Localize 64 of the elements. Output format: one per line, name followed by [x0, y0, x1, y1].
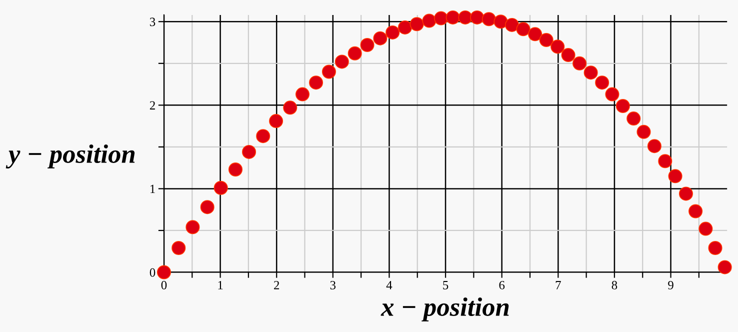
x-tick-label: 8 — [612, 280, 618, 290]
point — [605, 87, 620, 102]
point — [156, 265, 171, 280]
x-tick-label: 7 — [556, 281, 561, 290]
point — [398, 20, 412, 34]
y-tick-label: 0 — [150, 268, 156, 277]
point — [636, 124, 651, 139]
point — [708, 241, 722, 256]
x-tick-label: 3 — [330, 280, 336, 290]
point — [422, 14, 436, 28]
x-tick-label: 6 — [499, 280, 505, 290]
point — [200, 200, 214, 214]
point — [658, 154, 672, 168]
x-tick-label: 1 — [218, 280, 223, 290]
point — [688, 204, 703, 218]
point — [214, 180, 228, 195]
point — [360, 38, 374, 52]
point — [504, 18, 519, 32]
point — [269, 114, 284, 128]
point — [434, 11, 448, 26]
point — [348, 46, 362, 60]
point — [446, 10, 460, 24]
point — [458, 10, 472, 24]
y-tick-label: 3 — [150, 18, 156, 26]
point — [242, 144, 256, 159]
point — [626, 112, 641, 126]
point — [322, 64, 336, 79]
point — [539, 32, 554, 48]
point — [470, 10, 484, 24]
point — [172, 241, 186, 256]
point — [256, 129, 270, 144]
x-tick-label: 4 — [386, 281, 392, 290]
point — [595, 76, 610, 90]
point — [678, 186, 693, 201]
x-tick-label: 2 — [274, 280, 280, 290]
point — [698, 222, 713, 236]
point — [584, 66, 598, 80]
point — [334, 54, 349, 69]
point — [528, 27, 542, 42]
y-tick-label: 2 — [150, 101, 155, 110]
point — [228, 162, 243, 176]
x-axis-title: x − position — [380, 297, 509, 322]
point — [295, 87, 310, 102]
x-tick-label: 5 — [443, 281, 448, 290]
point — [482, 12, 496, 26]
y-axis-title: y − position — [6, 144, 135, 168]
y-tick-label: 1 — [150, 184, 155, 194]
point — [186, 220, 200, 234]
point — [572, 56, 587, 70]
point — [373, 31, 388, 46]
point — [309, 76, 324, 90]
point — [668, 169, 682, 184]
point — [616, 98, 630, 114]
point — [410, 17, 424, 32]
point — [647, 139, 662, 154]
x-tick-label: 9 — [668, 280, 674, 290]
point — [516, 22, 530, 36]
point — [561, 48, 576, 62]
point — [550, 40, 565, 54]
point — [283, 100, 298, 115]
point — [718, 260, 732, 274]
point — [494, 14, 508, 29]
point — [386, 25, 400, 40]
x-tick-label: 0 — [161, 280, 167, 290]
